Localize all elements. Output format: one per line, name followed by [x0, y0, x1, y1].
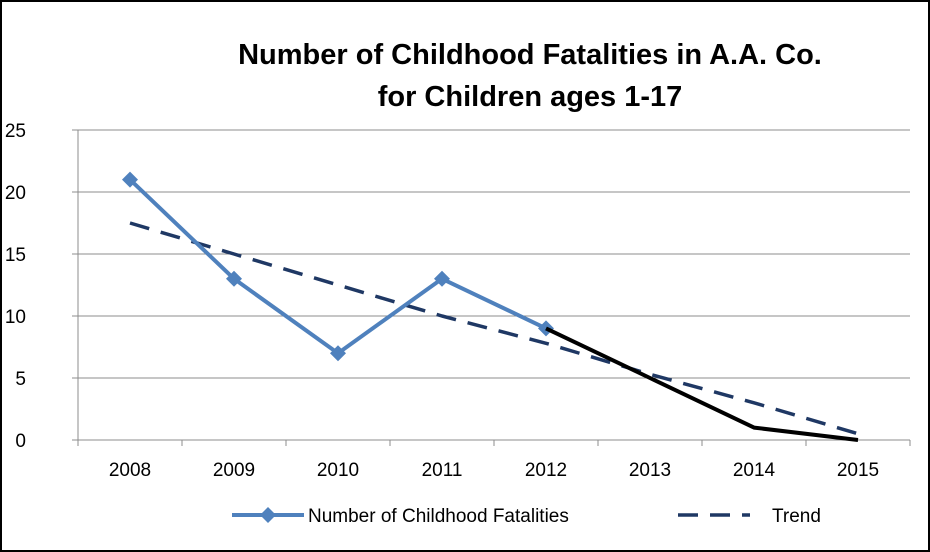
- chart-title-line: for Children ages 1-17: [378, 81, 683, 113]
- x-tick-label: 2013: [629, 460, 671, 481]
- x-tick-label: 2010: [317, 460, 359, 481]
- x-tick-label: 2012: [525, 460, 567, 481]
- x-tick-label: 2014: [733, 460, 776, 481]
- x-tick-label: 2008: [109, 460, 151, 481]
- legend-label: Number of Childhood Fatalities: [308, 506, 569, 527]
- axes: 0 5 10 15 20 25 2008 2009 2010 2011 2012 2013 2014 20…: [5, 121, 911, 481]
- y-tick-label: 25: [5, 121, 26, 142]
- series-layer: [122, 171, 859, 442]
- y-tick-label: 0: [15, 431, 26, 452]
- x-tick-label: 2011: [422, 460, 463, 481]
- gridlines: [78, 129, 910, 441]
- x-tick-label: 2015: [837, 460, 879, 481]
- chart-title-line: Number of Childhood Fatalities in A.A. C…: [238, 39, 822, 71]
- series-line-2: [129, 221, 859, 436]
- legend-swatch-marker: [260, 507, 276, 523]
- data-point-marker: [330, 345, 346, 362]
- y-tick-label: 15: [5, 245, 26, 266]
- series-line-1: [545, 326, 859, 442]
- y-tick-label: 5: [15, 369, 26, 390]
- x-tick-label: 2009: [213, 460, 255, 481]
- data-point-marker: [226, 270, 242, 287]
- data-point-marker: [122, 171, 138, 188]
- y-tick-label: 20: [5, 183, 26, 204]
- y-tick-label: 10: [5, 307, 26, 328]
- chart-title: Number of Childhood Fatalities in A.A. C…: [238, 39, 822, 113]
- data-point-marker: [434, 270, 450, 287]
- legend: Number of Childhood Fatalities Trend: [232, 506, 821, 527]
- legend-label: Trend: [772, 506, 821, 527]
